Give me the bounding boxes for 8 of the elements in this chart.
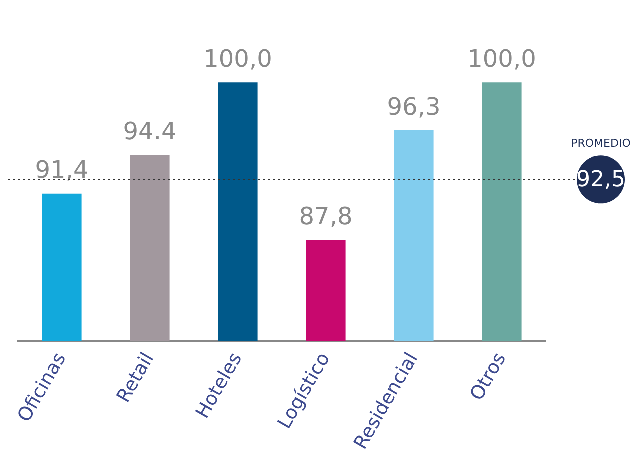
data-label: 100,0 <box>204 44 272 73</box>
data-label: 100,0 <box>468 44 536 73</box>
text: 92,5 <box>576 167 626 192</box>
data-label: 87,8 <box>299 202 353 231</box>
ref-line-label: PROMEDIO <box>571 137 632 150</box>
data-label: 94.4 <box>123 117 177 146</box>
data-label: 96,3 <box>387 92 441 121</box>
data-label: 91,4 <box>35 156 89 184</box>
